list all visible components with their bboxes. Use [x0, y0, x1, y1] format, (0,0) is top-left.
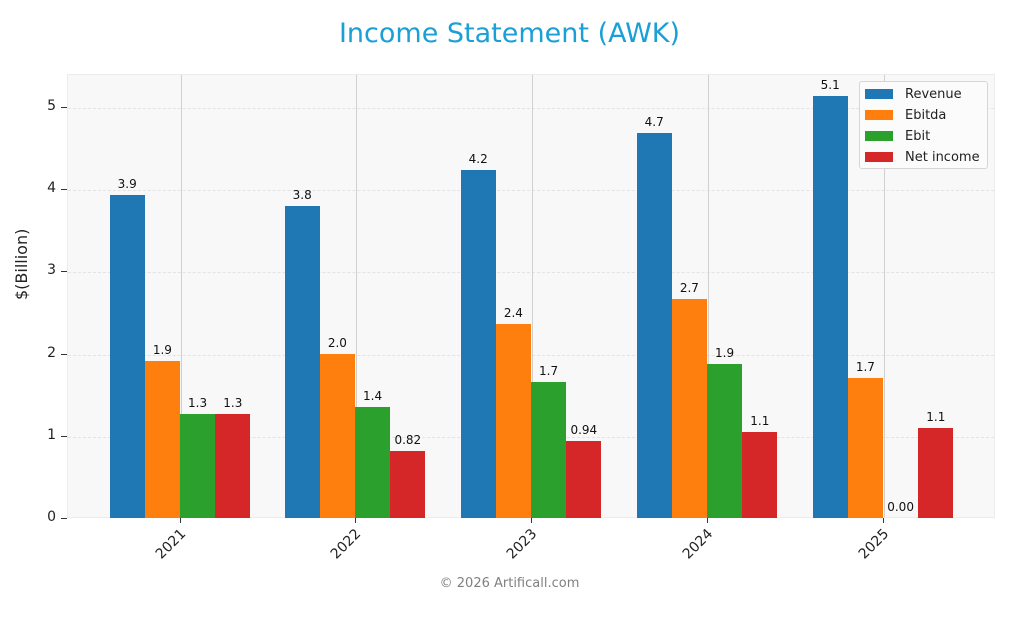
y-tick-label: 0 — [47, 509, 56, 525]
bar-ebitda-2022 — [319, 354, 355, 518]
bar-net-income-2023 — [566, 440, 602, 518]
v-gridline — [181, 75, 182, 517]
bar-value-label: 1.9 — [152, 342, 172, 357]
legend-item-net-income: Net income — [865, 147, 980, 167]
x-tick-label: 2021 — [152, 526, 190, 563]
v-gridline — [884, 75, 885, 517]
x-tick-mark — [883, 518, 884, 523]
x-tick-mark — [707, 518, 708, 523]
bar-value-label: 3.8 — [292, 188, 312, 203]
legend-label: Ebit — [905, 128, 931, 144]
copyright-footer: © 2026 Artificall.com — [439, 576, 580, 591]
x-tick-mark — [180, 518, 181, 523]
bar-revenue-2024 — [636, 133, 672, 518]
bar-ebitda-2021 — [144, 360, 180, 518]
legend-item-revenue: Revenue — [865, 84, 962, 104]
v-gridline — [532, 75, 533, 517]
legend-item-ebitda: Ebitda — [865, 105, 946, 125]
x-tick-mark — [531, 518, 532, 523]
v-gridline — [708, 75, 709, 517]
bar-ebit-2022 — [355, 407, 391, 518]
bar-ebitda-2025 — [847, 378, 883, 518]
bar-value-label: 0.82 — [394, 432, 422, 447]
bar-ebit-2021 — [180, 414, 216, 518]
bar-value-label: 1.1 — [750, 413, 770, 428]
h-gridline — [68, 108, 994, 109]
chart-title: Income Statement (AWK) — [338, 18, 681, 49]
bar-value-label: 1.1 — [926, 409, 946, 424]
y-tick-label: 2 — [47, 344, 56, 361]
h-gridline — [68, 272, 994, 274]
bar-net-income-2022 — [390, 450, 426, 518]
bar-value-label: 1.3 — [188, 396, 208, 411]
bar-value-label: 0.94 — [570, 422, 598, 437]
bar-value-label: 1.4 — [363, 389, 383, 404]
legend-label: Revenue — [905, 86, 962, 102]
bar-revenue-2023 — [460, 170, 496, 518]
bar-value-label: 1.3 — [223, 396, 243, 411]
x-tick-mark — [355, 518, 356, 523]
y-tick-label: 3 — [47, 262, 56, 279]
y-tick-mark — [61, 107, 67, 108]
legend-label: Ebitda — [905, 107, 947, 123]
bar-value-label: 1.7 — [539, 364, 559, 379]
bar-revenue-2021 — [109, 194, 145, 518]
bar-ebitda-2024 — [671, 298, 707, 518]
x-tick-label: 2024 — [679, 526, 717, 563]
bar-revenue-2025 — [812, 96, 848, 518]
x-tick-label: 2025 — [855, 526, 893, 563]
legend-label: Net income — [905, 149, 980, 165]
x-tick-label: 2023 — [503, 526, 541, 563]
bar-value-label: 5.1 — [820, 78, 840, 93]
x-tick-label: 2022 — [327, 526, 365, 563]
bar-net-income-2025 — [918, 427, 954, 518]
y-tick-label: 5 — [47, 98, 56, 114]
legend-swatch-icon — [865, 110, 893, 120]
bar-value-label: 2.7 — [679, 280, 699, 295]
h-gridline — [68, 354, 994, 356]
v-gridline — [356, 75, 357, 517]
bar-ebitda-2023 — [495, 324, 531, 518]
h-gridline — [68, 190, 994, 192]
legend-swatch-icon — [865, 152, 893, 162]
bar-ebit-2024 — [707, 364, 743, 518]
y-tick-mark — [61, 518, 67, 519]
bar-value-label: 1.7 — [855, 360, 875, 375]
legend-swatch-icon — [865, 131, 893, 141]
legend-swatch-icon — [865, 89, 893, 99]
bar-net-income-2024 — [742, 431, 778, 518]
y-tick-mark — [61, 271, 67, 273]
bar-value-label: 4.7 — [644, 115, 664, 130]
bar-net-income-2021 — [215, 414, 251, 518]
bar-value-label: 0.00 — [887, 500, 914, 514]
legend: Revenue Ebitda Ebit Net income — [859, 81, 988, 169]
bar-value-label: 1.9 — [715, 346, 735, 361]
y-tick-mark — [61, 189, 67, 191]
bar-ebit-2023 — [531, 382, 567, 518]
bar-value-label: 2.4 — [503, 306, 523, 320]
bar-value-label: 3.9 — [117, 176, 137, 191]
y-tick-mark — [61, 353, 67, 355]
y-tick-label: 1 — [47, 426, 56, 443]
y-tick-mark — [61, 435, 67, 437]
bar-value-label: 4.2 — [468, 152, 488, 167]
bar-revenue-2022 — [284, 206, 320, 518]
legend-item-ebit: Ebit — [865, 126, 930, 146]
y-tick-label: 4 — [47, 180, 56, 197]
bar-value-label: 2.0 — [327, 336, 347, 351]
